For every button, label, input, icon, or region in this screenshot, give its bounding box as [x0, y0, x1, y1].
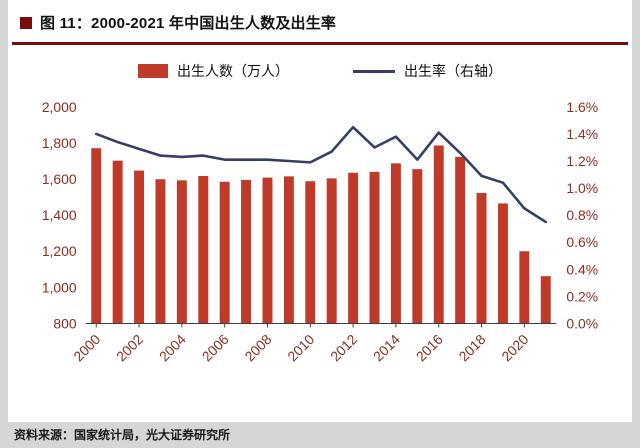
page-title: 图 11：2000-2021 年中国出生人数及出生率	[40, 15, 337, 32]
left-axis-tick: 1,600	[42, 171, 77, 187]
bar-2010	[305, 181, 316, 324]
x-axis-tick-2018: 2018	[455, 331, 488, 364]
bar-2019	[497, 203, 508, 324]
bar-2014	[390, 163, 401, 324]
chart-card: 图 11：2000-2021 年中国出生人数及出生率 出生人数（万人） 出生率（…	[8, 0, 632, 422]
right-axis-tick: 1.6%	[566, 99, 598, 115]
bar-2005	[198, 175, 209, 324]
right-axis-tick: 1.0%	[566, 180, 598, 196]
figure-marker-square	[20, 16, 32, 29]
bar-2009	[283, 176, 294, 324]
x-axis-tick-2004: 2004	[156, 331, 189, 364]
bar-2003	[155, 179, 166, 324]
right-axis-tick: 1.2%	[566, 153, 598, 169]
chart-area: 800 1,000 1,200 1,400 1,600 1,800 2,000 0.0% 0.2…	[8, 81, 632, 395]
left-axis-tick: 1,200	[42, 243, 77, 259]
x-axis-tick-2014: 2014	[370, 331, 403, 364]
source-note: 资料来源：国家统计局，光大证券研究所	[14, 428, 231, 442]
x-axis-tick-2012: 2012	[327, 331, 360, 364]
legend-item-birthrate: 出生率（右轴）	[353, 61, 502, 81]
bar-2018	[476, 192, 487, 324]
bar-2015	[412, 169, 423, 324]
legend-bar-label: 出生人数（万人）	[177, 63, 289, 79]
bar-2013	[369, 171, 380, 324]
bar-2004	[176, 180, 187, 324]
x-axis-tick-2016: 2016	[413, 331, 446, 364]
right-axis-tick: 1.4%	[566, 126, 598, 142]
x-axis-tick-2000: 2000	[70, 331, 103, 364]
bar-2012	[348, 172, 359, 324]
bar-2008	[262, 177, 273, 324]
bar-2021	[540, 276, 551, 324]
bar-2000	[91, 148, 102, 324]
bar-2002	[134, 170, 145, 324]
left-axis-tick: 1,000	[42, 279, 77, 295]
bar-2007	[241, 179, 252, 324]
left-axis-tick: 1,800	[42, 135, 77, 151]
right-axis-tick: 0.6%	[566, 234, 598, 250]
birth-chart-svg: 800 1,000 1,200 1,400 1,600 1,800 2,000 0.0% 0.2…	[42, 99, 598, 364]
bar-2020	[519, 251, 530, 324]
legend-line-label: 出生率（右轴）	[404, 63, 502, 79]
right-axis-tick: 0.0%	[566, 315, 598, 331]
legend-item-births: 出生人数（万人）	[138, 61, 289, 81]
bar-2016	[433, 145, 444, 324]
bar-2011	[326, 178, 337, 324]
x-axis-tick-2008: 2008	[241, 331, 274, 364]
bar-2006	[219, 181, 230, 324]
left-axis-tick: 800	[53, 315, 76, 331]
x-axis-tick-2006: 2006	[199, 331, 232, 364]
left-axis-tick: 1,400	[42, 207, 77, 223]
right-axis-tick: 0.2%	[566, 288, 598, 304]
birth-rate-line	[94, 125, 548, 224]
x-axis-tick-2010: 2010	[284, 331, 317, 364]
x-axis-tick-2020: 2020	[498, 331, 531, 364]
chart-legend: 出生人数（万人） 出生率（右轴）	[8, 61, 632, 81]
bar-2017	[455, 156, 466, 324]
right-axis-tick: 0.4%	[566, 261, 598, 277]
chart-header: 图 11：2000-2021 年中国出生人数及出生率	[8, 0, 632, 33]
left-axis-tick: 2,000	[42, 99, 77, 115]
right-axis-tick: 0.8%	[566, 207, 598, 223]
title-rule	[12, 42, 628, 45]
bar-2001	[112, 160, 123, 324]
legend-line-swatch	[353, 69, 395, 73]
x-axis-tick-2002: 2002	[113, 331, 146, 364]
legend-bar-swatch	[138, 64, 168, 78]
